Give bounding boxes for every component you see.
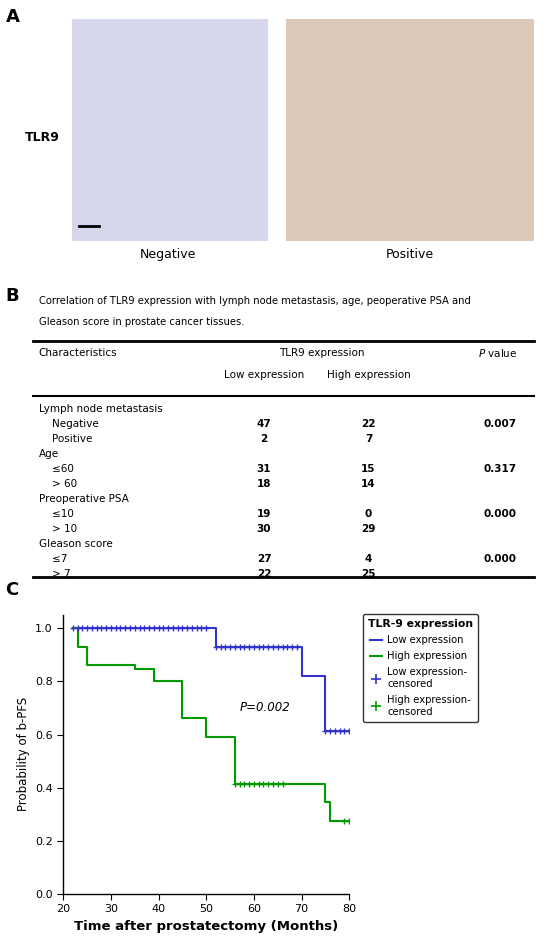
- Text: TLR9 expression: TLR9 expression: [279, 348, 365, 359]
- Text: TLR9: TLR9: [25, 131, 59, 144]
- Text: Low expression: Low expression: [224, 370, 304, 379]
- Text: 0.317: 0.317: [484, 464, 517, 474]
- Text: High expression: High expression: [327, 370, 410, 379]
- Text: Gleason score in prostate cancer tissues.: Gleason score in prostate cancer tissues…: [39, 317, 244, 327]
- Text: Positive: Positive: [39, 434, 92, 445]
- Text: ≤7: ≤7: [39, 554, 67, 565]
- Text: 22: 22: [257, 569, 271, 580]
- Text: 15: 15: [361, 464, 376, 474]
- Text: 19: 19: [257, 510, 271, 519]
- Text: 0.007: 0.007: [484, 419, 517, 429]
- Legend: Low expression, High expression, Low expression-
censored, High expression-
cens: Low expression, High expression, Low exp…: [363, 614, 478, 722]
- Text: Positive: Positive: [386, 248, 434, 261]
- Text: > 10: > 10: [39, 524, 76, 534]
- Text: 22: 22: [361, 419, 376, 429]
- Text: Gleason score: Gleason score: [39, 539, 112, 550]
- Text: 31: 31: [257, 464, 271, 474]
- Text: 0.000: 0.000: [484, 554, 517, 565]
- Text: B: B: [6, 287, 19, 305]
- Text: Negative: Negative: [140, 248, 196, 261]
- Text: Preoperative PSA: Preoperative PSA: [39, 495, 128, 504]
- Text: 0.000: 0.000: [484, 510, 517, 519]
- X-axis label: Time after prostatectomy (Months): Time after prostatectomy (Months): [74, 920, 338, 933]
- Text: > 60: > 60: [39, 480, 76, 489]
- Text: C: C: [6, 581, 19, 599]
- Text: $\it{P}$ value: $\it{P}$ value: [477, 347, 517, 359]
- Text: Correlation of TLR9 expression with lymph node metastasis, age, peoperative PSA : Correlation of TLR9 expression with lymp…: [39, 296, 470, 306]
- Text: 27: 27: [257, 554, 271, 565]
- Text: P=0.002: P=0.002: [240, 701, 290, 714]
- Text: Characteristics: Characteristics: [39, 348, 117, 359]
- Text: Lymph node metastasis: Lymph node metastasis: [39, 404, 162, 414]
- Text: 29: 29: [361, 524, 376, 534]
- Text: A: A: [6, 9, 19, 26]
- Text: 7: 7: [365, 434, 372, 445]
- Text: 30: 30: [257, 524, 271, 534]
- Text: 25: 25: [361, 569, 376, 580]
- Text: > 7: > 7: [39, 569, 70, 580]
- Text: 2: 2: [260, 434, 268, 445]
- Text: 4: 4: [365, 554, 372, 565]
- Text: Negative: Negative: [39, 419, 98, 429]
- Text: 0: 0: [365, 510, 372, 519]
- Y-axis label: Probability of b-PFS: Probability of b-PFS: [16, 697, 30, 812]
- Text: Age: Age: [39, 449, 59, 460]
- Text: 18: 18: [257, 480, 271, 489]
- Text: ≤60: ≤60: [39, 464, 73, 474]
- Text: 14: 14: [361, 480, 376, 489]
- Text: ≤10: ≤10: [39, 510, 73, 519]
- Text: 47: 47: [257, 419, 271, 429]
